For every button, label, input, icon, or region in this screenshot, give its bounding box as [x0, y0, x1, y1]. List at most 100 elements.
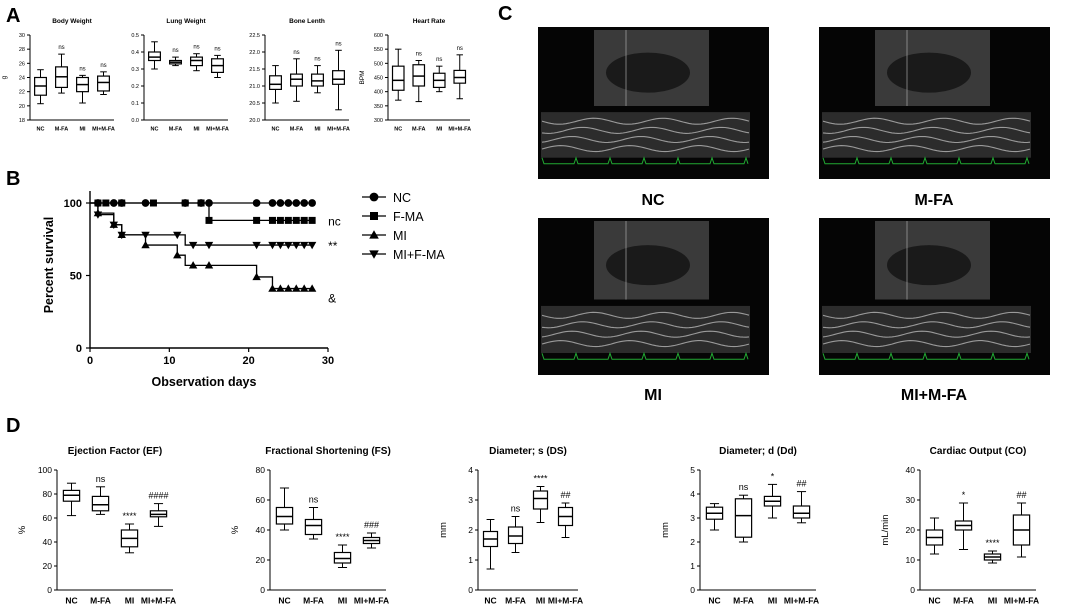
y-tick-label: 350	[374, 104, 383, 110]
echo-image-1: NC	[538, 27, 769, 209]
box	[290, 73, 303, 87]
x-tick-label: MI+M-FA	[1004, 596, 1039, 606]
echo-wall-trace	[822, 145, 1031, 153]
x-tick-label: M-FA	[90, 596, 111, 606]
y-tick-label: 300	[374, 118, 383, 124]
y-tick-label: 40	[906, 465, 916, 475]
y-tick-label: 1	[468, 555, 473, 565]
survival-marker	[205, 216, 213, 224]
box	[304, 518, 323, 536]
echo-chamber	[606, 245, 690, 286]
x-tick-label: 10	[163, 355, 175, 367]
box-chart-heart_rate: Heart Rate 300 350 400 450 500 550 600 BPM NC M-FA…	[359, 18, 471, 133]
echo-chamber	[887, 245, 971, 286]
significance-label: nc	[328, 214, 341, 228]
x-tick-label: M-FA	[303, 596, 324, 606]
survival-marker	[300, 216, 308, 224]
survival-marker	[252, 241, 261, 250]
survival-marker	[292, 241, 301, 250]
significance-label: ns	[457, 46, 463, 52]
x-tick-label: MI	[314, 127, 321, 133]
x-tick-label: NC	[37, 127, 45, 133]
survival-marker	[300, 199, 309, 207]
box	[391, 65, 405, 91]
survival-marker	[292, 199, 301, 207]
survival-marker	[284, 241, 293, 250]
significance-label: ns	[739, 482, 749, 492]
y-tick-label: 500	[374, 61, 383, 67]
significance-label: ns	[214, 46, 220, 52]
y-tick-label: 20.0	[249, 118, 260, 124]
y-tick-label: 0.4	[131, 50, 139, 56]
box	[332, 70, 345, 85]
y-tick-label: 0	[260, 585, 265, 595]
legend-marker	[369, 230, 379, 239]
y-tick-label: 22	[19, 90, 25, 96]
x-tick-label: 0	[87, 355, 93, 367]
y-tick-label: 18	[19, 118, 25, 124]
y-tick-label: 80	[43, 489, 53, 499]
echo-wall-trace	[822, 135, 1031, 144]
box-chart-co: Cardiac Output (CO) 0 10 20 30 40 mL/min NC M-FA…	[880, 446, 1039, 606]
x-tick-label: MI	[768, 596, 777, 606]
x-tick-label: M-FA	[505, 596, 526, 606]
echo-wall-trace	[822, 340, 1031, 348]
survival-marker	[188, 261, 198, 269]
box-chart-ef: Ejection Factor (EF) 0 20 40 60 80 100% NC M-FA n…	[17, 446, 176, 606]
survival-marker	[284, 284, 293, 292]
y-tick-label: 30	[906, 495, 916, 505]
y-tick-label: 0	[468, 585, 473, 595]
survival-marker	[204, 241, 214, 250]
y-tick-label: 0.0	[131, 118, 139, 124]
legend-marker	[369, 192, 379, 202]
box-chart-bone_length: Bone Lenth 20.0 20.5 21.0 21.5 22.0 22.5 NC M-FA…	[249, 18, 350, 133]
series-mi: & MI	[90, 202, 407, 306]
x-tick-label: MI+M-FA	[784, 596, 819, 606]
box	[148, 51, 161, 62]
x-tick-label: MI	[436, 127, 443, 133]
box-chart-lung_weight: Lung Weight 0.0 0.1 0.2 0.3 0.4 0.5 NC M-FA ns MI n…	[131, 18, 229, 133]
survival-marker	[276, 216, 284, 224]
x-axis-label: Observation days	[152, 375, 257, 389]
legend-label: NC	[393, 191, 411, 205]
y-tick-label: 22.0	[249, 50, 260, 56]
y-tick-label: 2	[468, 525, 473, 535]
echo-wall-trace	[541, 321, 750, 329]
x-tick-label: MI+M-FA	[206, 127, 229, 133]
panel-label-b: B	[6, 168, 20, 190]
y-tick-label: 40	[256, 525, 266, 535]
x-tick-label: NC	[151, 127, 159, 133]
significance-label: ###	[364, 520, 379, 530]
survival-marker	[118, 199, 126, 207]
y-tick-label: 0	[47, 585, 52, 595]
y-tick-label: 100	[64, 198, 82, 210]
y-tick-label: 0	[690, 585, 695, 595]
survival-line	[90, 202, 313, 290]
x-tick-label: M-FA	[412, 127, 425, 133]
x-tick-label: MI	[79, 127, 86, 133]
ecg-trace	[541, 156, 749, 165]
echo-image-2: M-FA	[819, 27, 1050, 209]
legend-label: MI	[393, 229, 407, 243]
survival-marker	[284, 199, 293, 207]
chart-title: Fractional Shortening (FS)	[265, 446, 391, 457]
significance-label: ns	[293, 50, 299, 56]
chart-title: Diameter; d (Dd)	[719, 446, 797, 457]
x-tick-label: M-FA	[55, 127, 68, 133]
box	[792, 505, 811, 519]
x-tick-label: MI+M-FA	[448, 127, 471, 133]
echo-wall-trace	[822, 330, 1031, 338]
legend-label: MI+F-MA	[393, 248, 445, 262]
survival-marker	[268, 241, 277, 250]
y-tick-label: 5	[690, 465, 695, 475]
y-tick-label: 21.0	[249, 84, 260, 90]
y-tick-label: 20	[19, 104, 25, 110]
box-chart-ds: Diameter; s (DS) 0 1 2 3 4 mm NC M-FA ns MI **** MI+…	[438, 446, 583, 606]
echo-image-4: MI+M-FA	[819, 218, 1050, 404]
y-tick-label: 0.1	[131, 101, 139, 107]
y-axis-label: mL/min	[880, 514, 891, 545]
significance-label: *	[771, 471, 775, 481]
significance-label: *	[962, 490, 966, 500]
legend-marker	[369, 250, 379, 259]
box-chart-fs: Fractional Shortening (FS) 0 20 40 60 80% NC M-…	[230, 446, 391, 606]
